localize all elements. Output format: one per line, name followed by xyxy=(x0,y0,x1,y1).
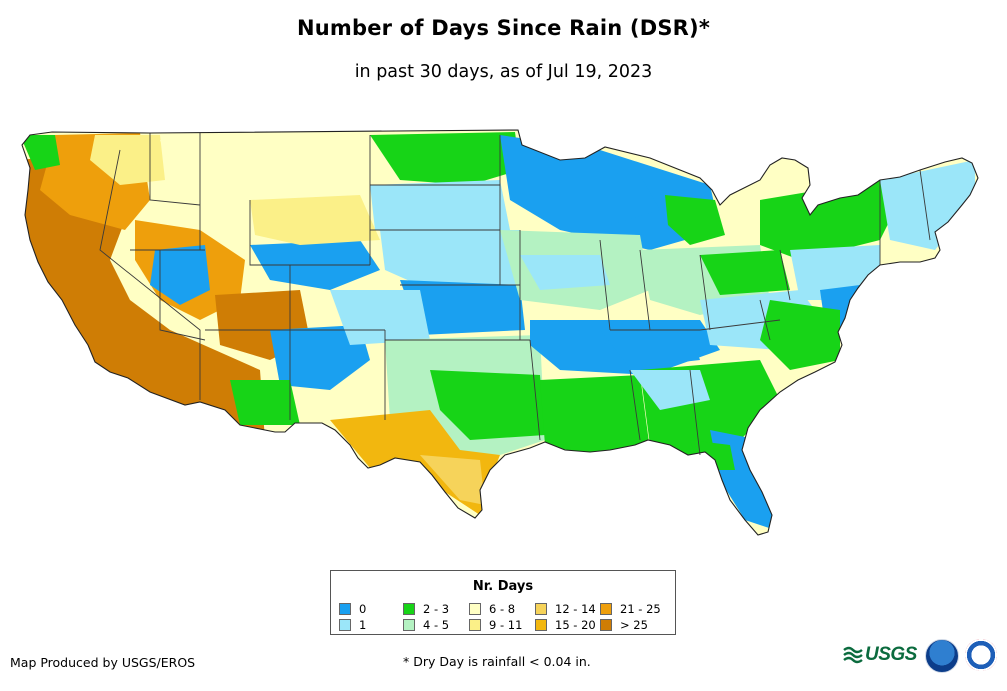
legend-item-5: 9 - 11 xyxy=(469,617,535,633)
legend-title: Nr. Days xyxy=(472,579,534,594)
legend-swatch xyxy=(600,603,612,615)
legend-swatch xyxy=(403,603,415,615)
legend-item-3: 4 - 5 xyxy=(403,617,469,633)
usgs-wordmark: USGS xyxy=(865,644,917,665)
producer-credit: Map Produced by USGS/EROS xyxy=(10,655,196,670)
legend-label: 4 - 5 xyxy=(423,618,450,632)
usgs-wave-icon xyxy=(843,646,863,664)
state-borders xyxy=(99,133,931,456)
legend-item-9: > 25 xyxy=(600,617,670,633)
legend-swatch xyxy=(339,619,351,631)
legend-label: 2 - 3 xyxy=(423,602,450,616)
legend-label: 21 - 25 xyxy=(620,602,661,616)
dsr-raster xyxy=(22,130,978,535)
legend-item-0: 0 xyxy=(339,601,403,617)
dry-day-note: * Dry Day is rainfall < 0.04 in. xyxy=(403,654,591,669)
legend: Nr. Days 0 1 2 - 3 4 - 5 6 - 8 9 - 11 12… xyxy=(330,570,676,635)
legend-item-7: 15 - 20 xyxy=(535,617,600,633)
legend-swatch xyxy=(535,619,547,631)
legend-label: 0 xyxy=(359,602,367,616)
us-dsr-map xyxy=(21,129,979,536)
legend-items: 0 1 2 - 3 4 - 5 6 - 8 9 - 11 12 - 14 15 … xyxy=(339,601,675,635)
nws-logo xyxy=(965,639,997,671)
map-subtitle: in past 30 days, as of Jul 19, 2023 xyxy=(354,62,653,82)
legend-label: 9 - 11 xyxy=(489,618,523,632)
legend-label: 15 - 20 xyxy=(555,618,596,632)
noaa-logo xyxy=(925,639,959,673)
legend-swatch xyxy=(469,603,481,615)
legend-label: 1 xyxy=(359,618,367,632)
map-title: Number of Days Since Rain (DSR)* xyxy=(296,16,711,40)
legend-label: 12 - 14 xyxy=(555,602,596,616)
legend-label: > 25 xyxy=(620,618,648,632)
agency-logos: USGS xyxy=(843,636,1003,676)
legend-item-6: 12 - 14 xyxy=(535,601,600,617)
legend-swatch xyxy=(469,619,481,631)
legend-item-1: 1 xyxy=(339,617,403,633)
legend-label: 6 - 8 xyxy=(489,602,516,616)
legend-swatch xyxy=(339,603,351,615)
legend-item-8: 21 - 25 xyxy=(600,601,670,617)
usgs-logo: USGS xyxy=(843,642,917,668)
legend-swatch xyxy=(403,619,415,631)
legend-swatch xyxy=(600,619,612,631)
legend-item-2: 2 - 3 xyxy=(403,601,469,617)
legend-swatch xyxy=(535,603,547,615)
legend-item-4: 6 - 8 xyxy=(469,601,535,617)
